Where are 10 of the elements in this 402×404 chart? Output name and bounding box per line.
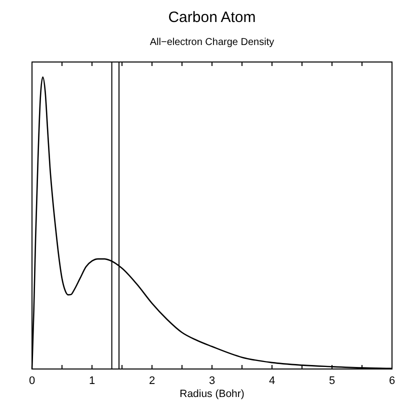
x-tick-label: 1 [88, 375, 96, 387]
x-tick-label: 2 [148, 375, 156, 387]
x-tick-label: 4 [268, 375, 276, 387]
chart-title: Carbon Atom [168, 9, 256, 26]
x-axis-title: Radius (Bohr) [180, 388, 244, 400]
x-tick-label: 3 [208, 375, 216, 387]
x-tick-label: 6 [388, 375, 396, 387]
x-tick-label: 5 [328, 375, 336, 387]
x-tick-label: 0 [28, 375, 36, 387]
chart-subtitle: All−electron Charge Density [150, 37, 274, 48]
